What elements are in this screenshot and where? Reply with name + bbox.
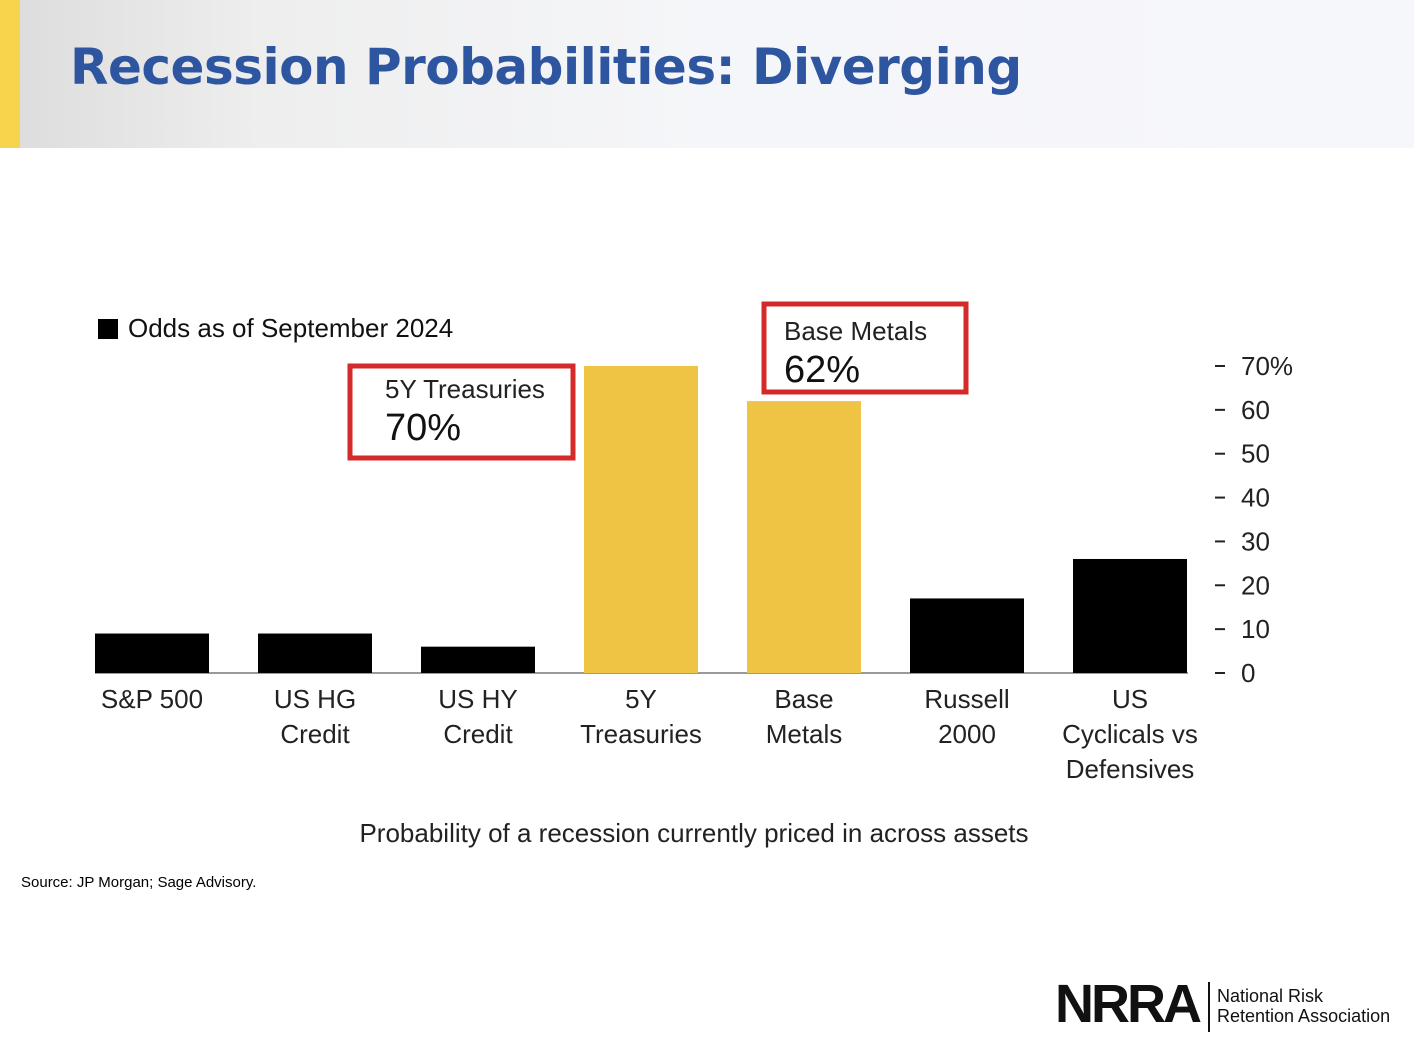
category-label-1-0: US HG — [274, 684, 356, 714]
y-tick-label-6: 60 — [1241, 395, 1270, 425]
logo-mark: NRRA — [1055, 974, 1202, 1034]
x-axis-caption: Probability of a recession currently pri… — [359, 818, 1028, 848]
category-label-6-2: Defensives — [1066, 754, 1195, 784]
bar-1 — [258, 633, 372, 673]
callout-box-1 — [761, 301, 969, 395]
category-label-2-1: Credit — [443, 719, 513, 749]
y-tick-label-7: 70% — [1241, 351, 1293, 381]
bar-4 — [747, 401, 861, 673]
y-tick-label-2: 20 — [1241, 570, 1270, 600]
header-accent-bar — [0, 0, 20, 148]
callout-label-1: Base Metals — [784, 316, 927, 346]
category-label-5-0: Russell — [924, 684, 1009, 714]
legend-label: Odds as of September 2024 — [128, 313, 453, 343]
y-tick-label-0: 0 — [1241, 658, 1255, 688]
logo-line-1: National Risk — [1217, 986, 1324, 1006]
category-label-4-1: Metals — [766, 719, 843, 749]
bar-0 — [95, 633, 209, 673]
y-tick-label-1: 10 — [1241, 614, 1270, 644]
callout-value-0: 70% — [385, 407, 461, 449]
category-label-4-0: Base — [774, 684, 833, 714]
category-label-0-0: S&P 500 — [101, 684, 203, 714]
category-label-1-1: Credit — [280, 719, 350, 749]
bar-2 — [421, 646, 535, 673]
source-note: Source: JP Morgan; Sage Advisory. — [21, 874, 257, 891]
category-label-6-0: US — [1112, 684, 1148, 714]
logo-line-2: Retention Association — [1217, 1006, 1391, 1026]
callout-label-0: 5Y Treasuries — [385, 374, 545, 404]
category-label-5-1: 2000 — [938, 719, 996, 749]
y-tick-label-5: 50 — [1241, 439, 1270, 469]
bar-5 — [910, 598, 1024, 673]
logo-divider — [1208, 982, 1210, 1032]
category-label-2-0: US HY — [438, 684, 517, 714]
slide-title: Recession Probabilities: Diverging — [70, 38, 1022, 96]
category-label-3-1: Treasuries — [580, 719, 702, 749]
callout-value-1: 62% — [784, 349, 860, 391]
bar-3 — [584, 366, 698, 673]
category-label-3-0: 5Y — [625, 684, 657, 714]
bar-6 — [1073, 558, 1187, 673]
header-band — [0, 0, 1414, 148]
legend-swatch — [98, 319, 118, 339]
y-tick-label-4: 40 — [1241, 483, 1270, 513]
callout-box-0 — [347, 363, 576, 461]
category-label-6-1: Cyclicals vs — [1062, 719, 1198, 749]
y-tick-label-3: 30 — [1241, 526, 1270, 556]
